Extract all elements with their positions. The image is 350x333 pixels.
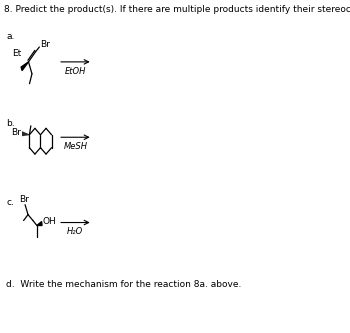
Text: H₂O: H₂O (67, 227, 84, 236)
Text: Br: Br (40, 40, 50, 49)
Text: b.: b. (6, 119, 15, 128)
Text: 8. Predict the product(s). If there are multiple products identify their stereoc: 8. Predict the product(s). If there are … (4, 5, 350, 14)
Text: d.  Write the mechanism for the reaction 8a. above.: d. Write the mechanism for the reaction … (6, 280, 242, 289)
Text: c.: c. (6, 198, 14, 207)
Text: Et: Et (12, 49, 22, 59)
Text: MeSH: MeSH (63, 142, 88, 151)
Text: Br: Br (12, 128, 21, 137)
Text: EtOH: EtOH (65, 67, 86, 76)
Text: a.: a. (6, 32, 15, 41)
Polygon shape (37, 221, 42, 225)
Text: Br: Br (19, 195, 29, 204)
Text: OH: OH (42, 217, 56, 226)
Polygon shape (21, 62, 28, 71)
